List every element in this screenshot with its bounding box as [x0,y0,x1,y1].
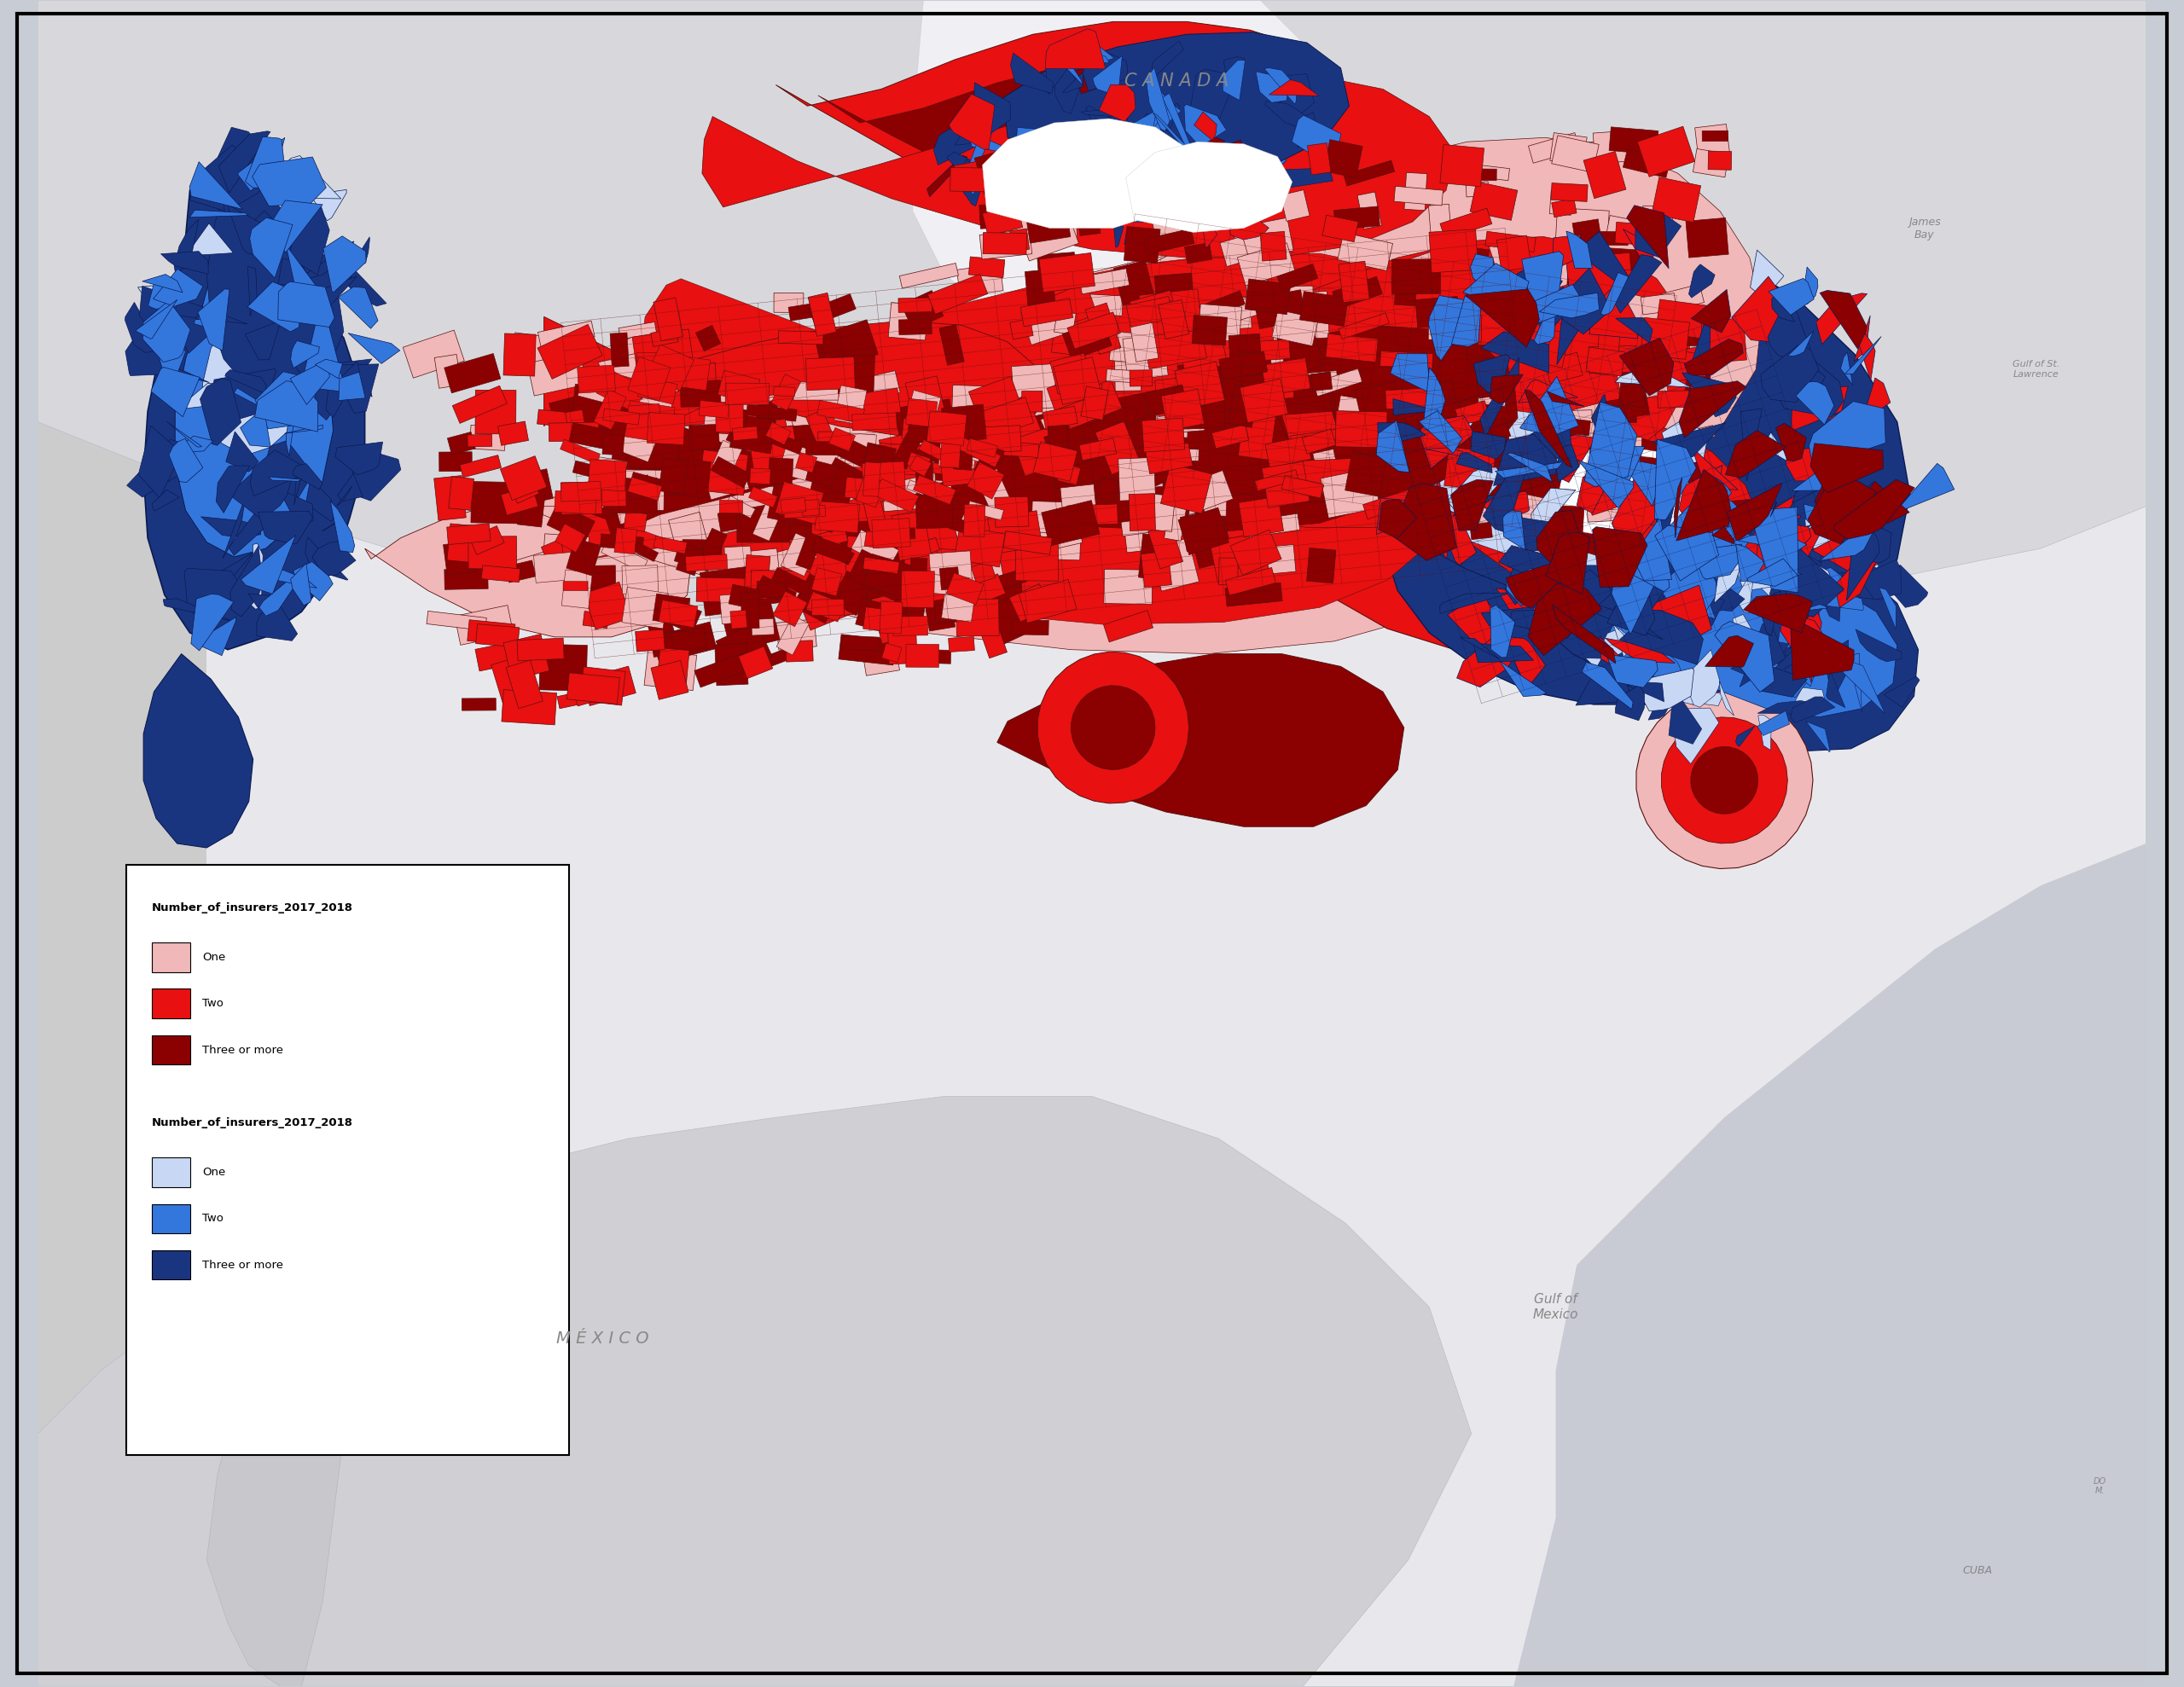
Polygon shape [638,253,1439,413]
Bar [127,864,570,1454]
Text: Gulf of
Mexico: Gulf of Mexico [1533,1294,1579,1321]
Bar [153,1036,190,1064]
Polygon shape [1514,844,2147,1687]
Text: C A N A D A: C A N A D A [1125,73,1227,89]
Polygon shape [983,93,1286,223]
Polygon shape [913,0,1428,337]
Polygon shape [1636,692,1813,869]
Bar [37,0,207,1687]
Polygon shape [1125,142,1293,233]
Polygon shape [924,138,1762,545]
Polygon shape [207,169,343,396]
Polygon shape [983,118,1192,228]
Polygon shape [1535,515,1918,751]
Polygon shape [1540,445,1690,540]
Bar [153,1157,190,1188]
Polygon shape [1282,405,1671,565]
Polygon shape [1236,211,1708,658]
Polygon shape [37,0,2147,623]
Polygon shape [522,250,1566,655]
Polygon shape [987,236,1693,528]
Text: Two: Two [203,1213,223,1225]
Text: James
Bay: James Bay [1909,216,1942,240]
Polygon shape [203,300,301,455]
Polygon shape [175,233,334,557]
Polygon shape [144,655,253,847]
Text: Two: Two [203,999,223,1009]
Polygon shape [365,496,692,638]
Text: DO
M.: DO M. [2092,1478,2105,1495]
Polygon shape [1690,747,1758,813]
Bar [153,1250,190,1280]
Bar [153,989,190,1019]
Polygon shape [701,74,1455,258]
Text: Gulf of St.
Lawrence: Gulf of St. Lawrence [2014,359,2060,378]
Polygon shape [1109,326,1518,503]
Polygon shape [1404,405,1762,629]
Polygon shape [1455,432,1725,565]
Text: One: One [203,951,225,963]
Polygon shape [566,407,1446,624]
Polygon shape [603,380,1420,536]
Polygon shape [998,655,1404,827]
Polygon shape [1662,717,1787,844]
Text: CUBA: CUBA [1963,1566,1992,1576]
Polygon shape [37,1097,1472,1687]
Text: M É X I C O: M É X I C O [557,1331,649,1346]
Text: One: One [203,1167,225,1178]
Polygon shape [1236,321,1708,612]
Text: Three or more: Three or more [203,1260,284,1270]
Polygon shape [544,317,1046,439]
Text: Number_of_insurers_2017_2018: Number_of_insurers_2017_2018 [153,1117,354,1129]
Polygon shape [1002,32,1350,177]
Polygon shape [943,56,1363,236]
Text: Number_of_insurers_2017_2018: Number_of_insurers_2017_2018 [153,903,354,914]
Bar [153,943,190,972]
Polygon shape [1070,685,1155,769]
Polygon shape [819,56,1308,211]
Polygon shape [1382,253,1909,705]
Polygon shape [144,169,365,649]
Bar [153,1205,190,1233]
Polygon shape [1037,651,1188,803]
Polygon shape [207,1243,343,1687]
Text: Three or more: Three or more [203,1044,284,1056]
Polygon shape [775,22,1345,219]
Polygon shape [1605,574,1898,717]
